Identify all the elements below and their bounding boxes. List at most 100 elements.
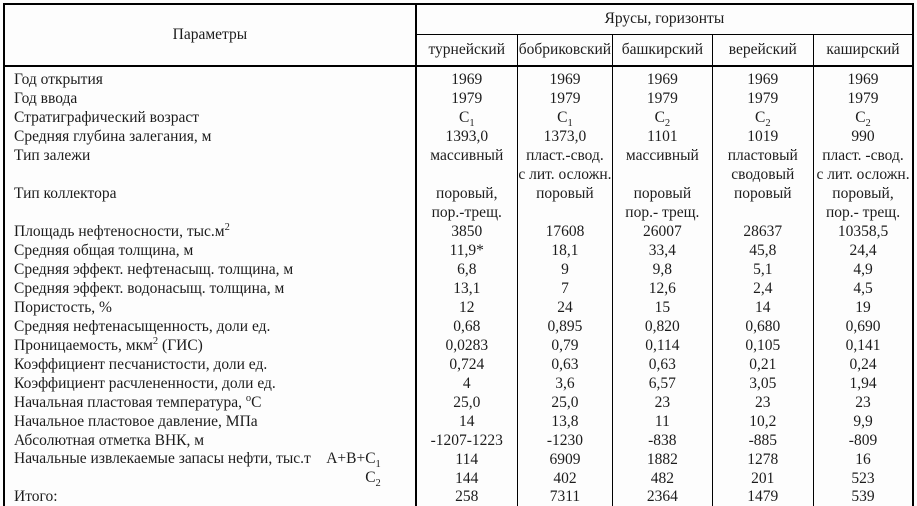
cell-value: 1979	[612, 89, 713, 108]
cell-value: 0,63	[516, 355, 613, 374]
cell-value: 11,9*	[414, 241, 518, 260]
row-label	[4, 165, 416, 184]
table-row: Начальные извлекаемые запасы нефти, тыс.…	[4, 450, 913, 469]
table-row: Средняя общая толщина, м 11,9* 18,1 33,4 45,…	[4, 241, 913, 260]
cell-value: 14	[414, 412, 518, 431]
cell-value: 15	[612, 298, 713, 317]
table-row: пор.-трещ. пор.- трещ. пор.- трещ.	[4, 203, 913, 222]
cell-value: 0,895	[516, 317, 613, 336]
table-row: Проницаемость, мкм2 (ГИС) 0,0283 0,79 0,114…	[4, 336, 913, 355]
cell-value: 9,9	[813, 412, 913, 431]
cell-value: 6909	[516, 450, 613, 469]
row-label: Начальное пластовое давление, МПа	[14, 412, 258, 430]
table-row: Коэффициент расчлененности, доли ед. 4 3,6…	[4, 374, 913, 393]
cell-value: сводовый	[711, 165, 814, 184]
row-label: Начальная пластовая температура, оС	[14, 393, 262, 411]
row-label: Средняя эффект. нефтенасыщ. толщина, м	[14, 260, 294, 278]
row-label-reserve-category: А+В+С1	[326, 450, 381, 468]
table-body: Год открытия 1969 1969 1969 1969 1969 Год ввод…	[4, 66, 913, 506]
cell-value: 482	[612, 469, 713, 488]
cell-value: поровый,	[414, 184, 518, 203]
table-row: Тип коллектора поровый, поровый поровый поро…	[4, 184, 913, 203]
cell-value	[516, 203, 613, 222]
cell-value: 7	[516, 279, 613, 298]
cell-value: 23	[612, 393, 713, 412]
row-label: Средняя эффект. водонасыщ. толщина, м	[14, 279, 285, 297]
cell-value: 11	[612, 412, 713, 431]
cell-value: 1101	[612, 127, 713, 146]
cell-value: 1979	[813, 89, 913, 108]
cell-value: 25,0	[516, 393, 613, 412]
row-label: Площадь нефтеносности, тыс.м2	[14, 222, 230, 240]
cell-value: пластовый	[711, 146, 814, 165]
header-column-turneysky: турнейский	[415, 34, 518, 67]
table-row: Тип залежи массивный пласт.-свод. массивный…	[4, 146, 913, 165]
cell-value: 1019	[711, 127, 814, 146]
row-label: Начальные извлекаемые запасы нефти, тыс.…	[5, 450, 415, 468]
cell-value: -809	[813, 431, 913, 450]
row-label-reserve-category: С2	[365, 469, 381, 487]
table-row: Абсолютная отметка ВНК, м -1207-1223 -1230…	[4, 431, 913, 450]
cell-value: 1882	[612, 450, 713, 469]
cell-value: 0,724	[414, 355, 518, 374]
cell-value: 24	[516, 298, 613, 317]
cell-value: 0,141	[813, 336, 913, 355]
cell-value: 12,6	[612, 279, 713, 298]
cell-value: 7311	[516, 488, 613, 506]
cell-value: 1969	[711, 66, 814, 89]
cell-value: 990	[813, 127, 913, 146]
row-label: С2	[5, 469, 415, 487]
cell-value: 1479	[711, 488, 814, 506]
header-column-vereysky: верейский	[711, 34, 814, 67]
cell-value: 1969	[813, 66, 913, 89]
cell-value: 23	[813, 393, 913, 412]
cell-value: 1979	[414, 89, 518, 108]
table-row: Год открытия 1969 1969 1969 1969 1969	[4, 66, 913, 89]
cell-value: -1207-1223	[414, 431, 518, 450]
cell-value: 1373,0	[516, 127, 613, 146]
cell-value: 2364	[612, 488, 713, 506]
cell-value: 1979	[711, 89, 814, 108]
cell-value	[612, 165, 713, 184]
cell-value: 1278	[711, 450, 814, 469]
cell-value: с лит. осложн.	[516, 165, 613, 184]
cell-value: поровый	[711, 184, 814, 203]
cell-value: 4,5	[813, 279, 913, 298]
cell-value: 12	[414, 298, 518, 317]
row-label: Тип коллектора	[14, 184, 117, 202]
cell-value: 5,1	[711, 260, 814, 279]
cell-value: С2	[813, 108, 913, 127]
table-row: Стратиграфический возраст С1 С1 С2 С2 С2	[4, 108, 913, 127]
cell-value: 0,68	[414, 317, 518, 336]
cell-value: 0,79	[516, 336, 613, 355]
header-row-columns: турнейский бобриковский башкирский верей…	[4, 34, 913, 67]
table-row: Средняя эффект. водонасыщ. толщина, м 13,…	[4, 279, 913, 298]
cell-value: 4,9	[813, 260, 913, 279]
cell-value: -885	[711, 431, 814, 450]
cell-value: 4	[414, 374, 518, 393]
cell-value	[414, 165, 518, 184]
row-label: Средняя нефтенасыщенность, доли ед.	[14, 317, 271, 335]
header-row-group: Параметры Ярусы, горизонты	[4, 4, 913, 67]
table-row: Начальное пластовое давление, МПа 14 13,8 1…	[4, 412, 913, 431]
cell-value: 0,63	[612, 355, 713, 374]
cell-value: 0,690	[813, 317, 913, 336]
cell-value: 0,105	[711, 336, 814, 355]
cell-value: 1393,0	[414, 127, 518, 146]
cell-value: 19	[813, 298, 913, 317]
cell-value: пор.- трещ.	[813, 203, 913, 222]
cell-value: 0,114	[612, 336, 713, 355]
table-row: Площадь нефтеносности, тыс.м2 3850 17608 26…	[4, 222, 913, 241]
cell-value: 14	[711, 298, 814, 317]
cell-value: пор.- трещ.	[612, 203, 713, 222]
cell-value: 16	[813, 450, 913, 469]
cell-value: 144	[414, 469, 518, 488]
cell-value	[711, 203, 814, 222]
header-column-bobrikovsky: бобриковский	[516, 34, 613, 67]
cell-value: 201	[711, 469, 814, 488]
cell-value: 3,6	[516, 374, 613, 393]
row-label: Абсолютная отметка ВНК, м	[14, 431, 205, 449]
cell-value: 33,4	[612, 241, 713, 260]
cell-value: 26007	[612, 222, 713, 241]
cell-value: с лит. осложн.	[813, 165, 913, 184]
